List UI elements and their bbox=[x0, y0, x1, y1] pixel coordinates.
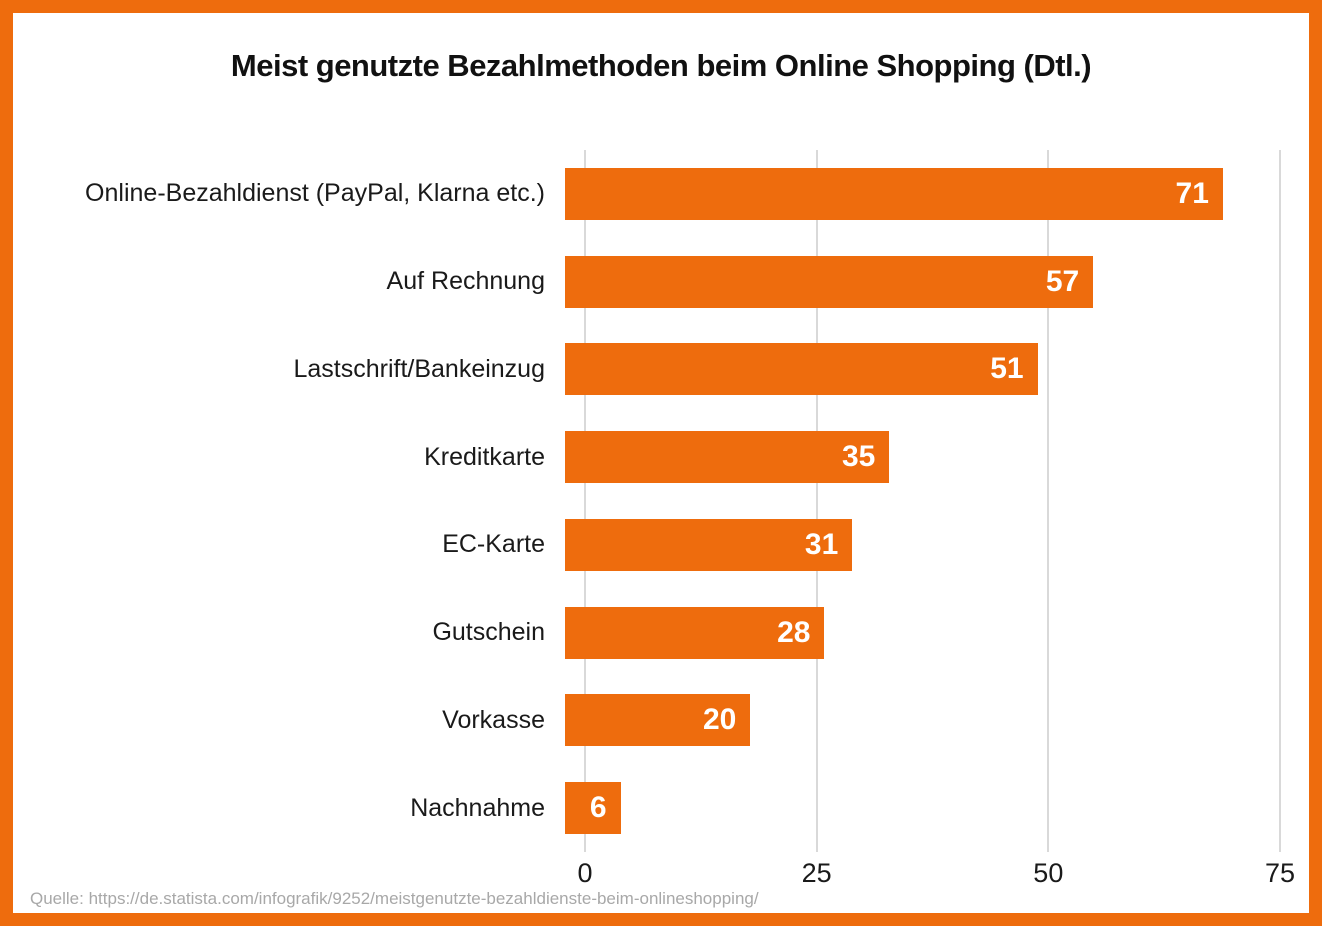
value-label: 57 bbox=[1045, 264, 1080, 298]
bar: 28 bbox=[565, 606, 825, 659]
chart-title: Meist genutzte Bezahlmethoden beim Onlin… bbox=[230, 48, 1092, 83]
plot-area bbox=[584, 150, 1281, 852]
source-attribution: Quelle: https://de.statista.com/infograf… bbox=[30, 889, 759, 908]
x-tick-label: 0 bbox=[577, 858, 593, 888]
bar: 20 bbox=[565, 694, 751, 747]
bar: 51 bbox=[565, 343, 1038, 396]
category-label: EC-Karte bbox=[442, 530, 545, 559]
bar: 31 bbox=[565, 518, 853, 571]
category-label: Online-Bezahldienst (PayPal, Klarna etc.… bbox=[85, 179, 545, 208]
value-label: 51 bbox=[990, 352, 1024, 386]
bar-row: Nachnahme 6 bbox=[13, 764, 1309, 852]
value-label: 71 bbox=[1175, 176, 1209, 210]
category-label: Kreditkarte bbox=[424, 442, 545, 471]
bar-rows: Online-Bezahldienst (PayPal, Klarna etc.… bbox=[13, 150, 1309, 852]
x-tick-label: 50 bbox=[1033, 858, 1064, 888]
category-label: Auf Rechnung bbox=[386, 267, 545, 296]
value-label: 31 bbox=[804, 527, 839, 561]
category-label: Gutschein bbox=[432, 618, 545, 647]
x-axis: 0 25 50 75 bbox=[577, 858, 1295, 892]
gridline bbox=[584, 150, 586, 852]
gridline bbox=[1279, 150, 1281, 852]
value-label: 20 bbox=[702, 703, 737, 737]
category-label: Nachnahme bbox=[410, 793, 545, 822]
bar-row: Vorkasse 20 bbox=[13, 677, 1309, 765]
x-tick-label: 75 bbox=[1264, 858, 1296, 888]
bar: 35 bbox=[565, 431, 890, 484]
category-label: Lastschrift/Bankeinzug bbox=[293, 354, 545, 383]
x-tick-label: 25 bbox=[801, 858, 832, 888]
bar-row: Online-Bezahldienst (PayPal, Klarna etc.… bbox=[13, 150, 1309, 238]
bar-row: Gutschein 28 bbox=[13, 589, 1309, 677]
gridline bbox=[1047, 150, 1050, 852]
category-label: Vorkasse bbox=[442, 705, 545, 734]
bar-row: Kreditkarte 35 bbox=[13, 413, 1309, 501]
bar: 6 bbox=[565, 782, 621, 835]
bar-row: Lastschrift/Bankeinzug 51 bbox=[13, 326, 1309, 414]
bar-row: EC-Karte 31 bbox=[13, 501, 1309, 589]
bar: 71 bbox=[565, 167, 1223, 220]
value-label: 35 bbox=[841, 440, 876, 474]
bar-row: Auf Rechnung 57 bbox=[13, 238, 1309, 326]
gridline bbox=[815, 150, 818, 852]
value-label: 6 bbox=[589, 791, 607, 825]
value-label: 28 bbox=[777, 615, 811, 649]
bar: 57 bbox=[565, 255, 1094, 308]
